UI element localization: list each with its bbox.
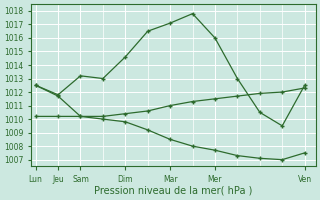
X-axis label: Pression niveau de la mer( hPa ): Pression niveau de la mer( hPa ) [94,186,253,196]
